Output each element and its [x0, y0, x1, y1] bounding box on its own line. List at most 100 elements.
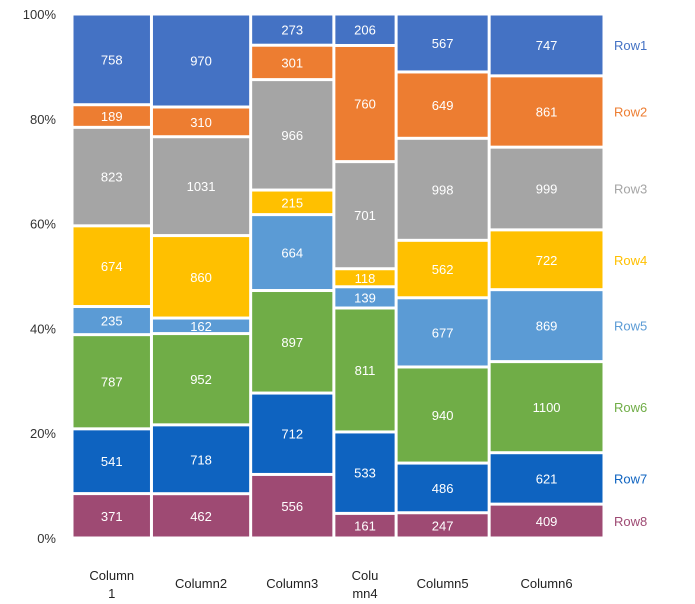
segment-row4-col6	[490, 231, 603, 289]
segment-row4-col4	[335, 270, 395, 286]
segment-value-label: 966	[281, 128, 303, 143]
segment-value-label: 970	[190, 54, 212, 69]
segment-value-label: 409	[536, 514, 558, 529]
segment-row3-col1	[73, 128, 150, 225]
column-label: Column5	[417, 576, 469, 591]
segment-value-label: 567	[432, 36, 454, 51]
segment-row3-col3	[252, 81, 333, 189]
segment-value-label: 952	[190, 372, 212, 387]
segment-value-label: 674	[101, 259, 123, 274]
segment-value-label: 215	[281, 195, 303, 210]
column-label: Column2	[175, 576, 227, 591]
segment-row3-col4	[335, 163, 395, 268]
segment-value-label: 235	[101, 314, 123, 329]
segment-value-label: 486	[432, 481, 454, 496]
segment-value-label: 621	[536, 471, 558, 486]
segment-row1-col6	[490, 15, 603, 75]
segment-row5-col1	[73, 308, 150, 334]
segment-value-label: 206	[354, 23, 376, 38]
segment-value-label: 712	[281, 427, 303, 442]
y-tick-label: 60%	[30, 217, 56, 232]
segment-row6-col4	[335, 309, 395, 431]
segment-row8-col2	[152, 495, 250, 537]
segment-row4-col3	[252, 191, 333, 214]
segment-value-label: 998	[432, 182, 454, 197]
y-tick-label: 0%	[37, 531, 56, 546]
segment-row2-col4	[335, 46, 395, 161]
segment-value-label: 940	[432, 408, 454, 423]
segment-row4-col1	[73, 227, 150, 306]
y-tick-label: 40%	[30, 321, 56, 336]
segment-value-label: 787	[101, 375, 123, 390]
segment-value-label: 301	[281, 55, 303, 70]
segment-row5-col6	[490, 291, 603, 361]
segment-row7-col4	[335, 433, 395, 512]
segment-value-label: 701	[354, 208, 376, 223]
segment-row1-col1	[73, 15, 150, 104]
row-label-row4: Row4	[614, 253, 647, 268]
segment-value-label: 189	[101, 109, 123, 124]
column-label: Column3	[266, 576, 318, 591]
segment-row2-col2	[152, 108, 250, 136]
y-tick-label: 80%	[30, 112, 56, 127]
segment-row1-col2	[152, 15, 250, 106]
segment-row2-col1	[73, 106, 150, 126]
segment-row6-col1	[73, 336, 150, 428]
segment-row6-col5	[397, 368, 488, 462]
segment-row5-col5	[397, 299, 488, 366]
segment-row7-col5	[397, 464, 488, 512]
segment-value-label: 869	[536, 319, 558, 334]
segment-value-label: 273	[281, 23, 303, 38]
segment-row8-col5	[397, 514, 488, 537]
segment-value-label: 462	[190, 509, 212, 524]
segment-row1-col4	[335, 15, 395, 44]
segment-value-label: 1100	[533, 400, 561, 415]
segment-row1-col3	[252, 15, 333, 44]
segment-value-label: 533	[354, 466, 376, 481]
segment-value-label: 758	[101, 52, 123, 67]
segment-row1-col5	[397, 15, 488, 71]
row-label-row2: Row2	[614, 105, 647, 120]
column-label: mn4	[352, 586, 377, 601]
segment-row7-col1	[73, 430, 150, 493]
segment-row3-col5	[397, 139, 488, 239]
segment-row8-col4	[335, 514, 395, 537]
segment-value-label: 1031	[187, 179, 216, 194]
column-labels: Column 1 Column2 Column3 Colu mn4 Column5 Colum…	[89, 568, 572, 601]
segment-value-label: 897	[281, 335, 303, 350]
segment-value-label: 371	[101, 509, 123, 524]
segment-value-label: 747	[536, 38, 558, 53]
segment-value-label: 760	[354, 97, 376, 112]
segment-row5-col3	[252, 216, 333, 290]
segment-value-label: 677	[432, 325, 454, 340]
segment-row7-col6	[490, 454, 603, 503]
segment-row2-col3	[252, 46, 333, 79]
row-label-row6: Row6	[614, 400, 647, 415]
segment-value-label: 664	[281, 246, 303, 261]
segment-value-label: 541	[101, 454, 123, 469]
segment-value-label: 823	[101, 170, 123, 185]
segment-row2-col6	[490, 77, 603, 146]
segment-value-label: 999	[536, 182, 558, 197]
segment-row6-col6	[490, 363, 603, 452]
segment-row8-col1	[73, 495, 150, 537]
segment-row7-col3	[252, 394, 333, 473]
segment-value-label: 162	[190, 319, 212, 334]
segment-row8-col3	[252, 475, 333, 537]
row-label-row8: Row8	[614, 514, 647, 529]
segment-row2-col5	[397, 73, 488, 137]
segment-value-label: 161	[354, 519, 376, 534]
segment-value-labels: 371 541 787 235 674 823 189 758 462 718 952 162 860 1…	[101, 23, 561, 534]
segment-value-label: 861	[536, 105, 558, 120]
segment-row3-col2	[152, 138, 250, 235]
segment-value-label: 139	[354, 290, 376, 305]
segment-row5-col4	[335, 288, 395, 307]
chart-segments	[73, 15, 603, 537]
column-label: Column	[89, 568, 134, 583]
segment-value-label: 811	[355, 363, 376, 378]
segment-value-label: 722	[536, 253, 558, 268]
row-label-row7: Row7	[614, 471, 647, 486]
segment-value-label: 247	[432, 518, 454, 533]
segment-row4-col2	[152, 237, 250, 317]
